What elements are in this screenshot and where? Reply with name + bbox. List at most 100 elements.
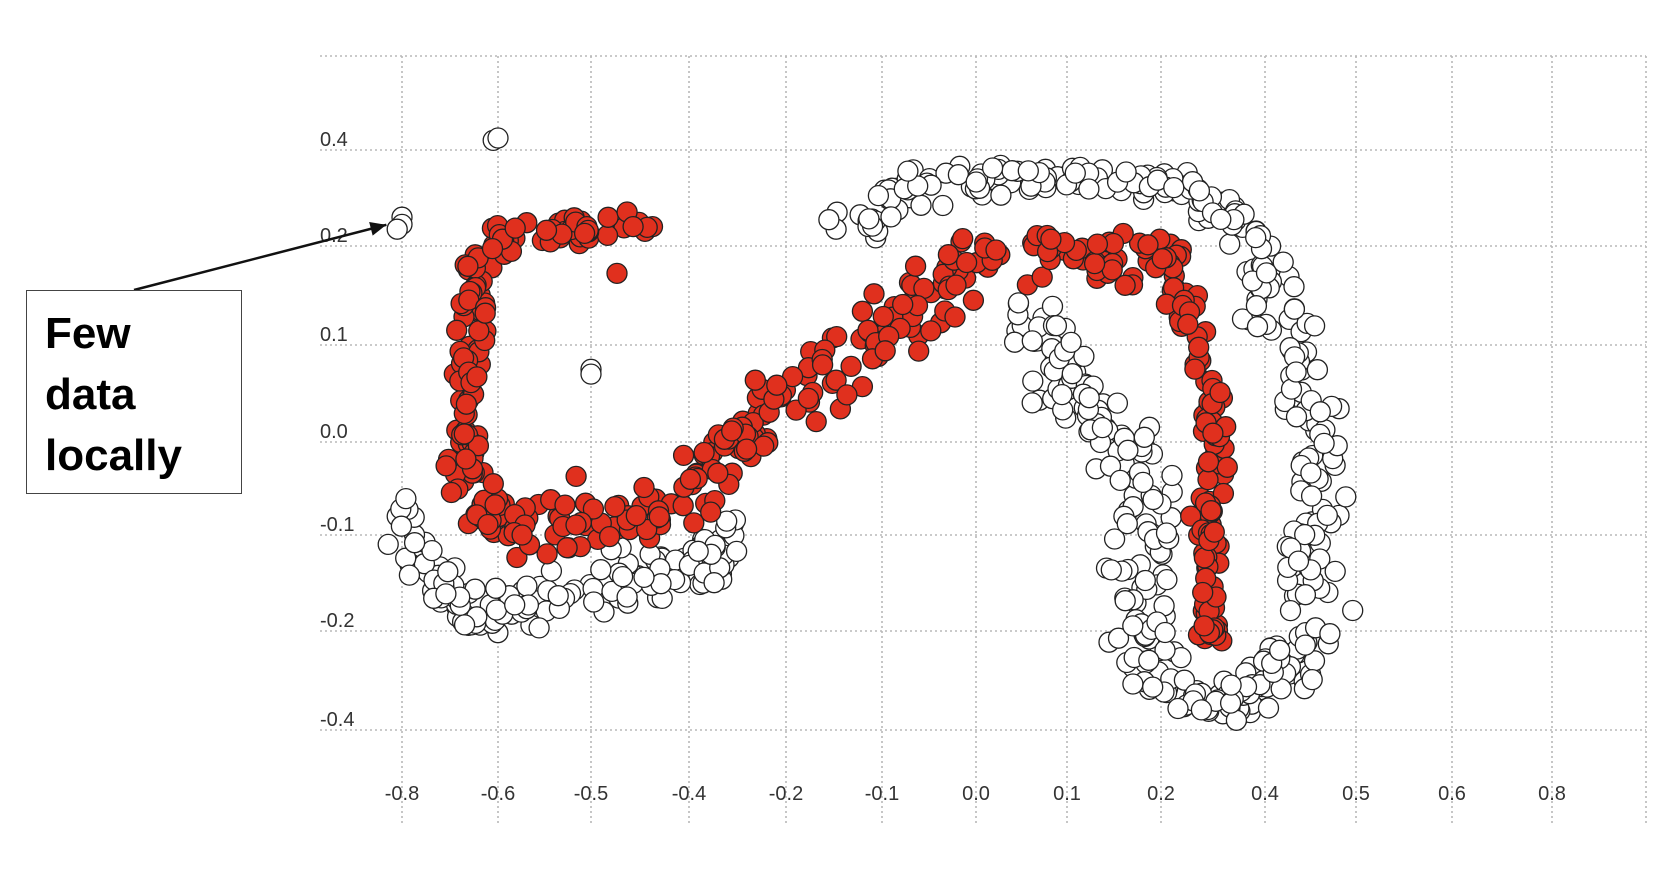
red-data-point	[604, 495, 626, 518]
white-data-point	[867, 184, 890, 207]
white-data-point	[1122, 615, 1144, 637]
red-data-point	[693, 441, 715, 464]
white-data-point	[1283, 276, 1305, 298]
annotation-arrow-head	[369, 222, 387, 236]
red-data-point	[1193, 547, 1216, 569]
red-data-point	[554, 494, 576, 516]
red-data-point	[477, 513, 499, 536]
white-data-point	[1188, 180, 1211, 202]
x-tick-label: 0.2	[1147, 783, 1175, 805]
white-data-point	[1255, 262, 1278, 284]
white-data-point	[1316, 504, 1338, 527]
white-data-point	[990, 184, 1012, 206]
white-data-point	[398, 564, 421, 586]
white-data-point	[1285, 406, 1308, 428]
red-data-point	[598, 525, 621, 548]
red-data-point	[1192, 581, 1214, 604]
white-data-point	[880, 206, 902, 228]
white-data-point	[858, 208, 880, 230]
red-data-point	[474, 302, 496, 324]
red-data-point	[466, 366, 488, 388]
red-data-point	[1137, 234, 1159, 256]
red-data-point	[597, 206, 619, 228]
tick-labels: -0.8 -0.6 -0.5 -0.4 -0.2 -0.1 0.0 0.1 0.2 0.4 0.5 0…	[320, 129, 1566, 805]
red-data-point	[797, 387, 820, 410]
white-data-point	[1003, 331, 1026, 353]
red-data-point	[625, 504, 647, 527]
red-data-point	[440, 481, 463, 504]
white-data-point	[1106, 392, 1129, 414]
red-data-point	[937, 244, 960, 266]
red-data-point	[484, 494, 506, 516]
y-tick-label: 0.0	[320, 421, 348, 443]
red-data-point	[766, 374, 788, 396]
white-data-point	[1114, 590, 1136, 612]
red-data-point	[1177, 313, 1199, 335]
white-data-point	[965, 171, 987, 193]
x-tick-label: 0.8	[1538, 783, 1566, 805]
white-data-point	[453, 614, 476, 636]
white-data-point	[1245, 226, 1267, 249]
red-data-point	[1180, 505, 1202, 527]
white-data-point	[1091, 416, 1114, 439]
white-data-point	[1100, 559, 1122, 581]
white-data-point	[1246, 316, 1269, 338]
x-tick-label: 0.0	[962, 783, 990, 805]
red-data-point	[1202, 422, 1224, 444]
red-data-point	[573, 222, 596, 245]
red-data-point	[874, 340, 896, 362]
white-data-point	[1133, 426, 1155, 448]
white-data-point	[1060, 331, 1082, 354]
white-data-point	[703, 572, 725, 594]
x-tick-label: 0.6	[1438, 783, 1466, 805]
white-data-point	[1021, 330, 1043, 352]
white-data-point	[1122, 673, 1144, 695]
white-data-point	[907, 175, 929, 197]
white-data-point	[583, 591, 605, 613]
red-data-point	[962, 289, 985, 311]
y-tick-label: -0.1	[320, 514, 354, 536]
white-data-point	[1134, 569, 1156, 592]
white-data-point	[580, 363, 602, 385]
white-data-point	[1117, 439, 1139, 461]
red-data-point	[744, 369, 766, 391]
white-data-point	[421, 539, 443, 562]
red-data-point	[455, 393, 478, 415]
red-data-point	[481, 237, 504, 260]
x-tick-label: -0.8	[385, 783, 419, 805]
red-data-point	[872, 305, 894, 328]
white-data-point	[1210, 208, 1232, 231]
red-data-point	[504, 217, 526, 239]
white-data-point	[1257, 697, 1280, 719]
white-data-point	[1156, 568, 1178, 591]
red-data-point	[1212, 482, 1235, 505]
red-data-point	[672, 495, 694, 517]
white-data-point	[1103, 528, 1126, 550]
white-data-point	[1132, 471, 1154, 494]
white-data-point	[590, 559, 612, 581]
white-data-point	[1107, 627, 1130, 649]
white-data-point	[1300, 462, 1322, 484]
red-data-point	[1216, 456, 1238, 478]
white-data-point	[485, 599, 508, 621]
red-data-point	[648, 506, 670, 528]
red-data-point	[1031, 266, 1053, 288]
white-data-point	[1219, 233, 1241, 255]
white-data-point	[1294, 523, 1316, 546]
white-data-point	[932, 194, 954, 217]
red-data-point	[700, 501, 722, 523]
red-data-point	[455, 448, 477, 470]
red-data-point	[482, 473, 504, 495]
white-data-point	[1138, 649, 1160, 671]
white-data-point	[818, 209, 840, 231]
white-data-point	[1309, 401, 1331, 423]
white-data-point	[1064, 162, 1086, 184]
white-data-point	[687, 540, 709, 562]
white-data-point	[1161, 464, 1183, 487]
red-data-point	[805, 410, 827, 433]
red-data-point	[596, 224, 619, 247]
x-tick-label: -0.1	[865, 783, 899, 805]
red-data-point	[1209, 381, 1231, 404]
white-data-point	[897, 160, 919, 182]
